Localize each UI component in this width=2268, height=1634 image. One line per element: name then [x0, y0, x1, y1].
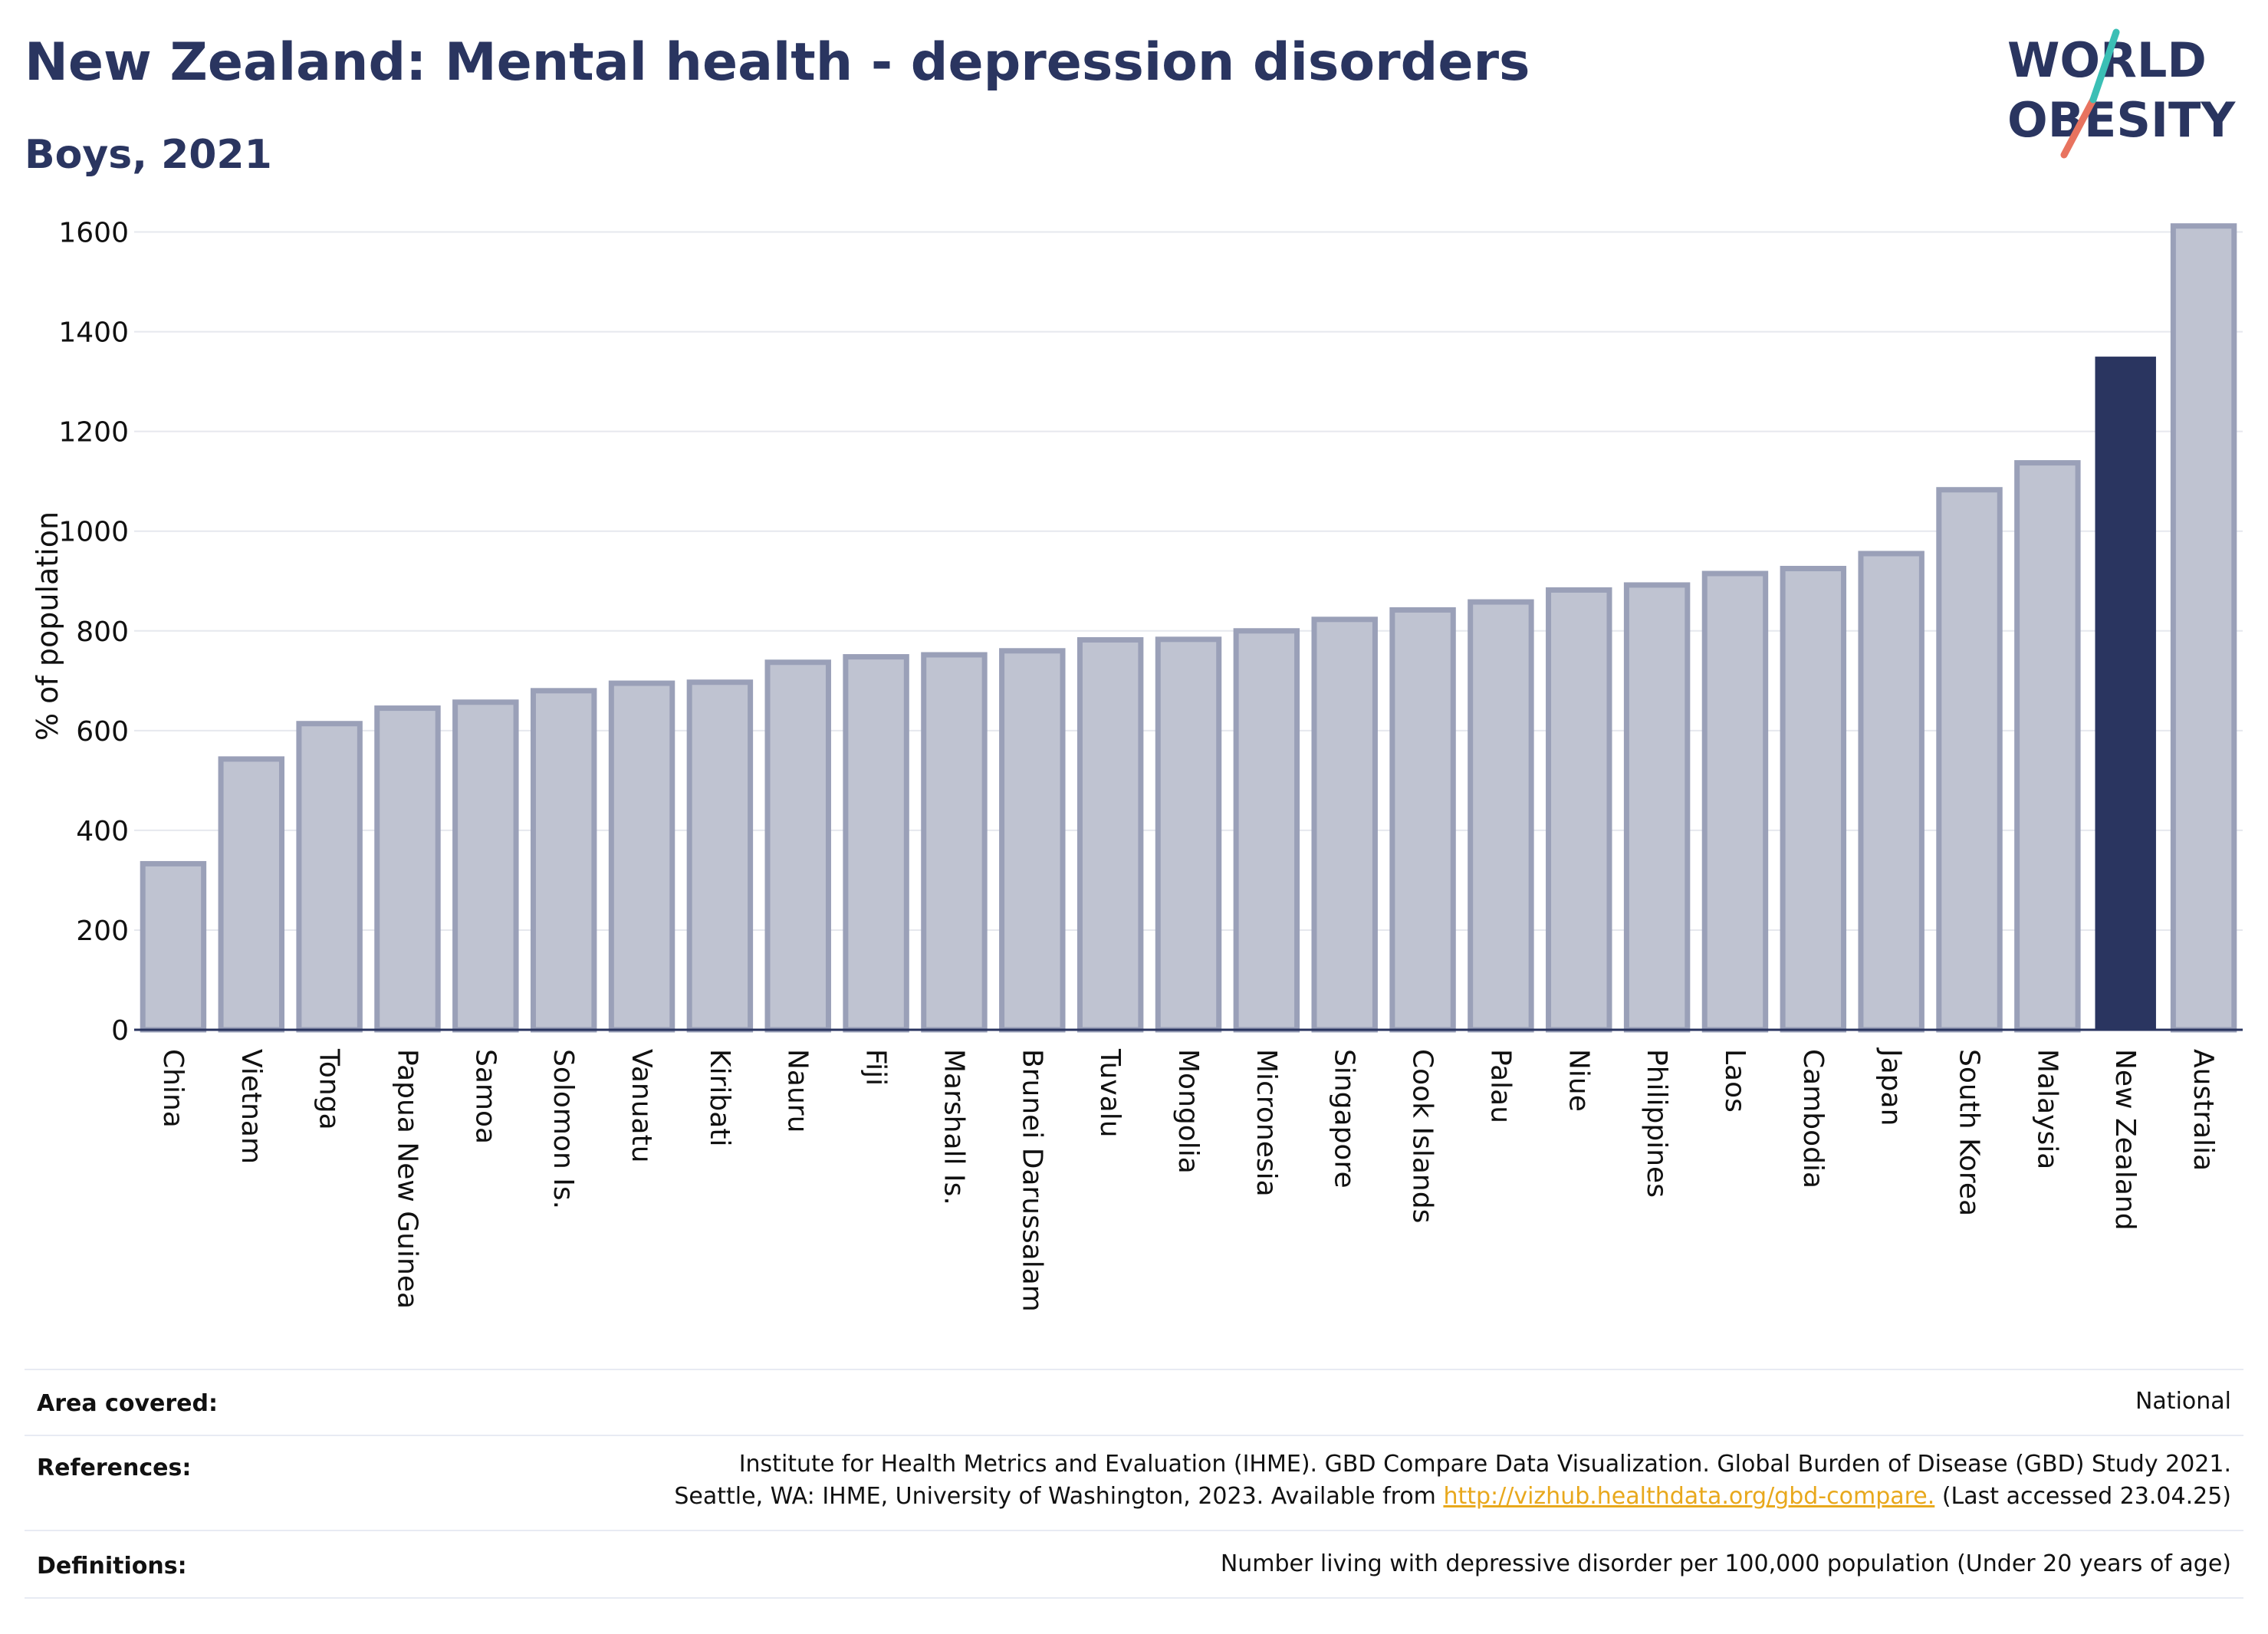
y-tick-label: 1000 — [58, 517, 129, 548]
references-line1: Institute for Health Metrics and Evaluat… — [738, 1451, 2231, 1478]
x-tick-label: Marshall Is. — [938, 1049, 969, 1205]
x-tick-label: Papua New Guinea — [391, 1049, 422, 1309]
x-tick-label: Kiribati — [704, 1049, 735, 1146]
x-tick-label: Laos — [1719, 1049, 1750, 1113]
x-tick-label: Cook Islands — [1407, 1049, 1438, 1223]
y-tick-label: 200 — [76, 916, 129, 947]
bar — [1389, 607, 1456, 1033]
y-tick-label: 400 — [76, 816, 129, 847]
x-tick-label: China — [157, 1049, 189, 1128]
x-tick-label: Vietnam — [235, 1049, 267, 1164]
x-tick-label: Japan — [1875, 1047, 1907, 1126]
y-axis-label: % of population — [31, 511, 64, 741]
x-tick-label: Brunei Darussalam — [1016, 1049, 1047, 1312]
bar — [140, 860, 207, 1033]
x-tick-label: Singapore — [1329, 1049, 1360, 1189]
x-tick-label: Philippines — [1641, 1049, 1672, 1198]
references-row: References: Institute for Health Metrics… — [25, 1435, 2243, 1531]
y-tick-label: 0 — [111, 1015, 129, 1047]
bar — [452, 699, 519, 1033]
bar — [921, 652, 988, 1033]
x-tick-label: Tonga — [314, 1048, 345, 1130]
references-line2-suffix: (Last accessed 23.04.25) — [1934, 1483, 2231, 1510]
bars — [140, 223, 2237, 1033]
x-tick-label: Cambodia — [1797, 1049, 1829, 1189]
x-tick-label: Solomon Is. — [547, 1049, 579, 1209]
references-line2: Seattle, WA: IHME, University of Washing… — [674, 1481, 2231, 1513]
bar — [1155, 636, 1222, 1033]
bar — [843, 654, 909, 1033]
chart-title: New Zealand: Mental health - depression … — [25, 32, 1530, 93]
bar — [296, 721, 363, 1033]
y-tick-label: 1200 — [58, 417, 129, 449]
bar — [530, 688, 597, 1033]
x-tick-label: Malaysia — [2031, 1049, 2063, 1169]
y-tick-label: 800 — [76, 616, 129, 648]
bar — [1780, 565, 1847, 1033]
bar — [1076, 636, 1144, 1033]
bar — [1468, 599, 1534, 1033]
bar — [2095, 357, 2156, 1030]
bar-chart: 0 200 400 600 800 1000 1200 1400 1600 China Vietn… — [31, 218, 2243, 1312]
definitions-value: Number living with depressive disorder p… — [1220, 1550, 2231, 1577]
chart-subtitle: Boys, 2021 — [25, 132, 272, 178]
x-tick-label: Australia — [2187, 1049, 2219, 1171]
references-link[interactable]: http://vizhub.healthdata.org/gbd-compare… — [1443, 1483, 1935, 1510]
bar — [1233, 628, 1300, 1033]
x-tick-label: Fiji — [860, 1049, 892, 1086]
bar — [608, 680, 675, 1033]
definitions-row: Definitions: Number living with depressi… — [25, 1530, 2243, 1599]
area-covered-value: National — [2135, 1388, 2231, 1415]
world-obesity-logo: WORLD OBESITY — [2007, 28, 2236, 159]
y-tick-label: 1600 — [58, 218, 129, 249]
bar — [1623, 582, 1691, 1033]
x-tick-label: South Korea — [1954, 1049, 1985, 1216]
logo-line2: OBESITY — [2007, 92, 2236, 148]
y-tick-label: 600 — [76, 716, 129, 748]
bar — [2014, 460, 2081, 1033]
x-tick-label: Nauru — [782, 1049, 814, 1133]
references-value: Institute for Health Metrics and Evaluat… — [674, 1448, 2231, 1513]
y-axis-ticks: 0 200 400 600 800 1000 1200 1400 1600 — [58, 218, 129, 1047]
bar — [1701, 570, 1769, 1033]
bar — [1546, 587, 1612, 1033]
x-tick-label: Mongolia — [1172, 1049, 1204, 1174]
x-tick-label: Palau — [1484, 1049, 1516, 1123]
definitions-label: Definitions: — [37, 1553, 187, 1580]
x-tick-label: Niue — [1563, 1049, 1594, 1112]
area-covered-label: Area covered: — [37, 1390, 218, 1417]
bar — [686, 679, 754, 1033]
bar — [1936, 487, 2003, 1033]
x-tick-label: Micronesia — [1251, 1049, 1282, 1197]
bar — [1311, 616, 1378, 1033]
x-tick-label: Tuvalu — [1094, 1048, 1126, 1138]
x-tick-label: Vanuatu — [626, 1049, 657, 1163]
x-tick-label: Samoa — [469, 1049, 501, 1144]
bar — [1858, 551, 1925, 1033]
area-covered-row: Area covered: National — [25, 1369, 2243, 1436]
bar — [764, 659, 831, 1033]
bar — [218, 756, 284, 1033]
x-axis-ticks: China Vietnam Tonga Papua New Guinea Samoa So… — [157, 1047, 2219, 1312]
references-label: References: — [37, 1455, 192, 1481]
references-line2-text: Seattle, WA: IHME, University of Washing… — [674, 1483, 1444, 1510]
bar — [374, 705, 441, 1033]
y-tick-label: 1400 — [58, 317, 129, 349]
x-tick-label: New Zealand — [2109, 1049, 2141, 1231]
bar — [2170, 223, 2237, 1033]
bar — [999, 648, 1066, 1033]
